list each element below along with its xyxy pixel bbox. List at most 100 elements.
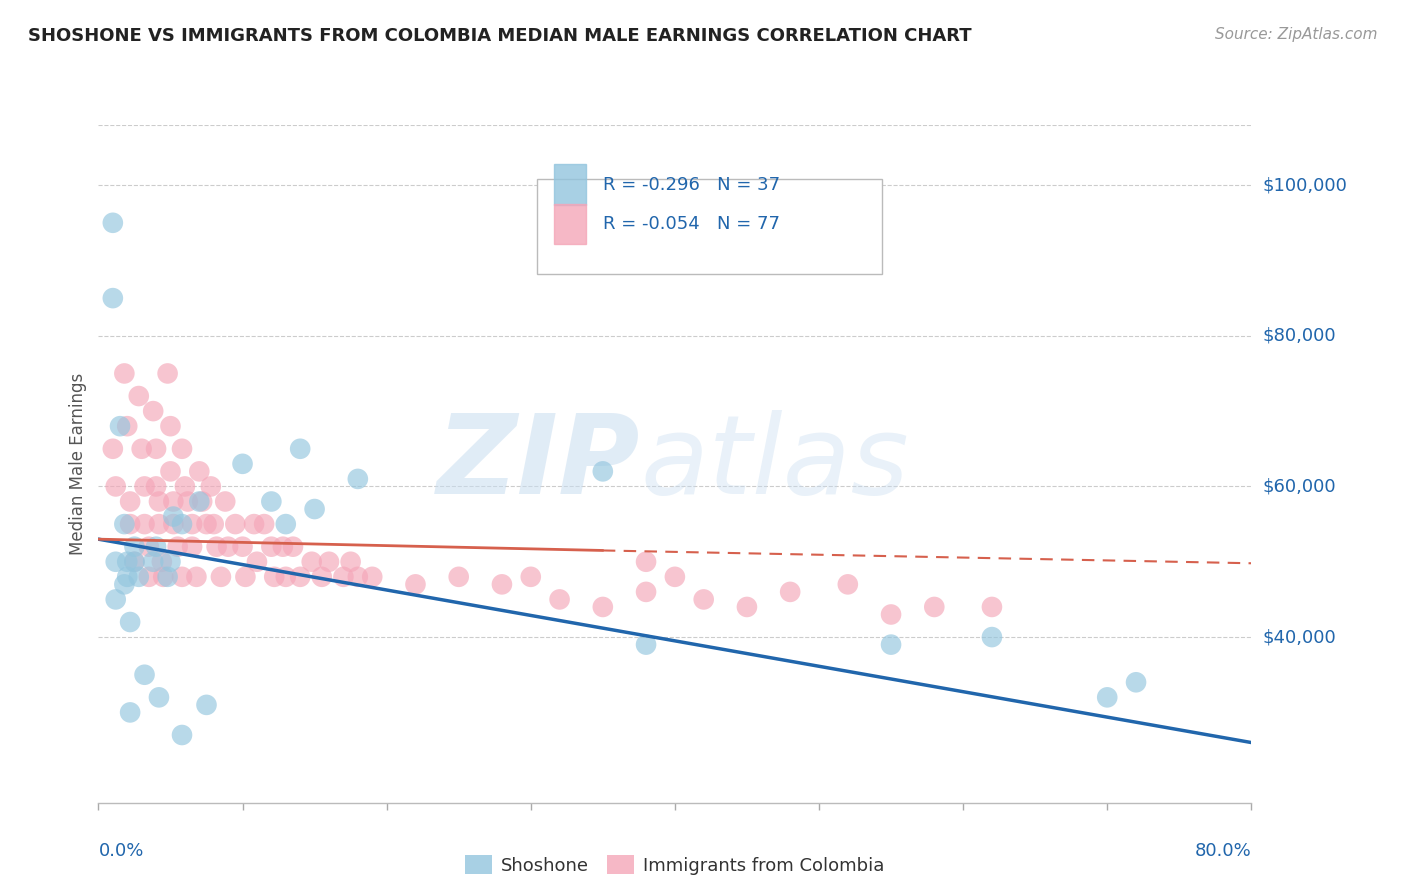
Point <box>195 517 218 532</box>
Point <box>128 389 150 403</box>
Point <box>271 540 294 554</box>
Point <box>159 555 181 569</box>
Text: 0.0%: 0.0% <box>98 842 143 860</box>
Point <box>170 517 193 532</box>
Point <box>274 570 297 584</box>
Point <box>224 517 246 532</box>
Point <box>304 502 326 516</box>
Point <box>152 570 174 584</box>
Point <box>112 577 135 591</box>
Point <box>217 540 239 554</box>
Text: ZIP: ZIP <box>437 410 640 517</box>
Point <box>159 419 181 434</box>
Point <box>145 540 167 554</box>
Point <box>138 570 160 584</box>
Point <box>112 367 135 381</box>
Point <box>162 494 184 508</box>
Point <box>124 555 146 569</box>
Point <box>361 570 384 584</box>
Point <box>120 494 142 508</box>
Point <box>880 638 903 652</box>
Point <box>120 615 142 629</box>
Point <box>205 540 228 554</box>
Bar <box>554 203 586 244</box>
Point <box>108 419 131 434</box>
Text: Source: ZipAtlas.com: Source: ZipAtlas.com <box>1215 27 1378 42</box>
Point <box>101 442 124 456</box>
Point <box>138 540 160 554</box>
Point <box>134 667 156 681</box>
Point <box>346 570 368 584</box>
Point <box>636 638 658 652</box>
Point <box>214 494 236 508</box>
Point <box>162 509 184 524</box>
Point <box>318 555 340 569</box>
Point <box>405 577 427 591</box>
Text: $100,000: $100,000 <box>1263 176 1347 194</box>
Point <box>209 570 232 584</box>
Point <box>104 479 127 493</box>
Point <box>170 728 193 742</box>
Point <box>120 706 142 720</box>
Point <box>120 517 142 532</box>
Point <box>260 494 283 508</box>
Point <box>186 570 208 584</box>
Point <box>260 540 283 554</box>
Point <box>339 555 361 569</box>
Point <box>142 404 165 418</box>
Point <box>145 479 167 493</box>
Point <box>1097 690 1119 705</box>
Point <box>124 555 146 569</box>
Point <box>131 442 153 456</box>
Point <box>181 517 204 532</box>
Text: atlas: atlas <box>640 410 908 517</box>
Point <box>636 555 658 569</box>
Point <box>235 570 257 584</box>
Point <box>520 570 543 584</box>
Point <box>548 592 571 607</box>
Point <box>253 517 276 532</box>
Point <box>779 585 801 599</box>
Point <box>104 592 127 607</box>
Point <box>447 570 470 584</box>
Point <box>181 540 204 554</box>
Point <box>124 540 146 554</box>
Point <box>281 540 304 554</box>
Y-axis label: Median Male Earnings: Median Male Earnings <box>69 373 87 555</box>
Text: R = -0.296   N = 37: R = -0.296 N = 37 <box>603 176 780 194</box>
Point <box>142 555 165 569</box>
Point <box>134 517 156 532</box>
Point <box>159 464 181 478</box>
Point <box>128 570 150 584</box>
Point <box>592 599 614 614</box>
Point <box>735 599 758 614</box>
Point <box>145 442 167 456</box>
Point <box>156 367 179 381</box>
Point <box>981 630 1004 644</box>
Point <box>231 540 254 554</box>
Point <box>195 698 218 712</box>
Point <box>117 570 138 584</box>
Point <box>263 570 285 584</box>
Point <box>170 570 193 584</box>
Text: SHOSHONE VS IMMIGRANTS FROM COLOMBIA MEDIAN MALE EARNINGS CORRELATION CHART: SHOSHONE VS IMMIGRANTS FROM COLOMBIA MED… <box>28 27 972 45</box>
Point <box>112 517 135 532</box>
Point <box>191 494 214 508</box>
Bar <box>554 164 586 205</box>
Point <box>290 442 312 456</box>
Point <box>592 464 614 478</box>
Point <box>491 577 513 591</box>
Point <box>104 555 127 569</box>
Point <box>693 592 716 607</box>
Text: $80,000: $80,000 <box>1263 326 1336 345</box>
Point <box>243 517 266 532</box>
Point <box>311 570 333 584</box>
Text: $60,000: $60,000 <box>1263 477 1336 495</box>
Text: $40,000: $40,000 <box>1263 628 1336 646</box>
Point <box>174 479 197 493</box>
Point <box>202 517 225 532</box>
Point <box>148 517 170 532</box>
Point <box>166 540 188 554</box>
Point <box>117 419 138 434</box>
Point <box>148 690 170 705</box>
